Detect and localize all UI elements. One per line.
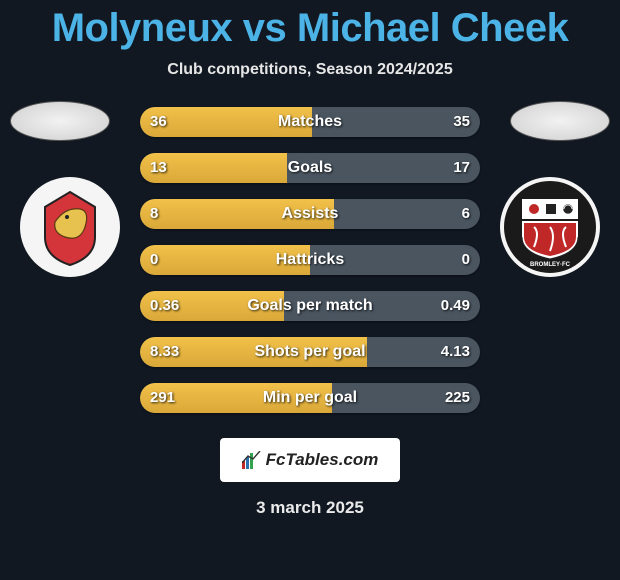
stat-row: 00Hattricks: [140, 245, 480, 275]
stat-row: 86Assists: [140, 199, 480, 229]
page-title: Molyneux vs Michael Cheek: [0, 0, 620, 51]
svg-text:BROMLEY·FC: BROMLEY·FC: [530, 262, 571, 267]
stat-label: Min per goal: [140, 383, 480, 413]
player1-name: Molyneux: [52, 6, 232, 50]
vs-text: vs: [243, 6, 287, 50]
stat-row: 291225Min per goal: [140, 383, 480, 413]
stat-label: Assists: [140, 199, 480, 229]
date-text: 3 march 2025: [0, 498, 620, 518]
stat-label: Matches: [140, 107, 480, 137]
stat-bars: 3635Matches 1317Goals 86Assists 00Hattricks…: [140, 107, 480, 429]
bromley-crest-icon: BROMLEY·FC: [510, 187, 590, 267]
stat-label: Shots per goal: [140, 337, 480, 367]
chart-icon: [242, 451, 262, 469]
stat-label: Goals: [140, 153, 480, 183]
site-name: FcTables.com: [266, 450, 379, 470]
stat-label: Hattricks: [140, 245, 480, 275]
player1-club-crest: [20, 177, 120, 277]
player1-photo: [10, 101, 110, 141]
stat-label: Goals per match: [140, 291, 480, 321]
stat-row: 1317Goals: [140, 153, 480, 183]
stat-row: 3635Matches: [140, 107, 480, 137]
player2-club-crest: BROMLEY·FC: [500, 177, 600, 277]
site-logo: FcTables.com: [220, 438, 400, 482]
player2-name: Michael Cheek: [297, 6, 568, 50]
subtitle: Club competitions, Season 2024/2025: [0, 61, 620, 79]
stat-row: 8.334.13Shots per goal: [140, 337, 480, 367]
stat-row: 0.360.49Goals per match: [140, 291, 480, 321]
player2-photo: [510, 101, 610, 141]
doncaster-crest-icon: [35, 187, 105, 267]
